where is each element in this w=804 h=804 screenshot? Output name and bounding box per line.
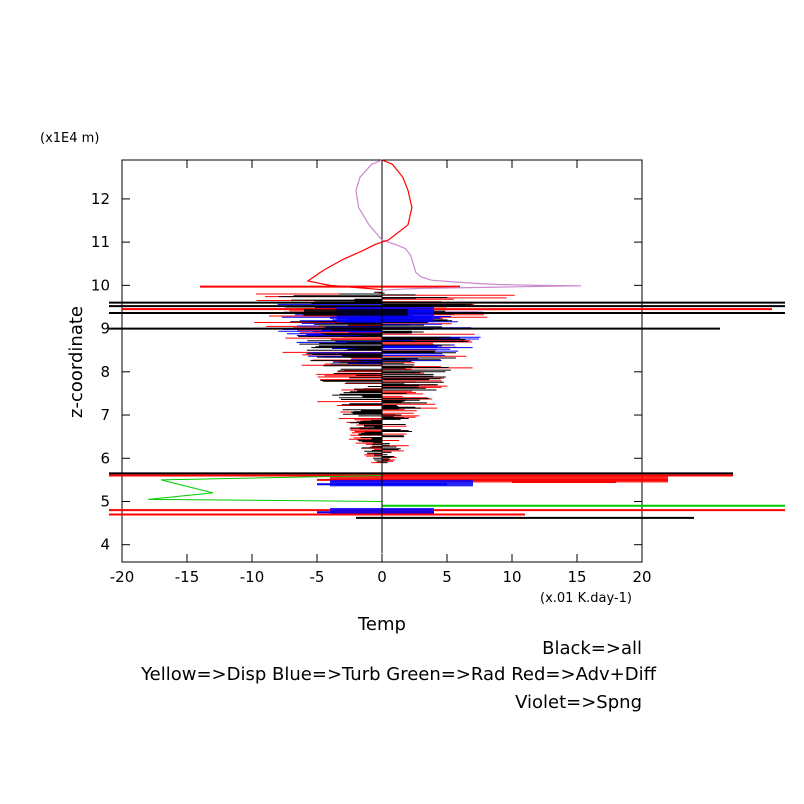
x-tick-label: 15	[567, 568, 586, 586]
x-tick-label: 0	[377, 568, 387, 586]
series-1-line	[306, 159, 413, 291]
y-tick-label: 11	[91, 233, 110, 251]
band-fill	[304, 309, 408, 316]
x-tick-label: 20	[632, 568, 651, 586]
y-axis-label: z-coordinate	[66, 306, 87, 418]
x-tick-label: 5	[442, 568, 452, 586]
y-tick-label: 5	[100, 492, 110, 510]
y-tick-label: 10	[91, 276, 110, 294]
y-tick-label: 8	[100, 363, 110, 381]
x-axis-label: Temp	[357, 614, 406, 635]
x-unit-label: (x.01 K.day-1)	[540, 591, 632, 606]
legend-line-2: Yellow=>Disp Blue=>Turb Green=>Rad Red=>…	[140, 664, 657, 685]
y-unit-label: (x1E4 m)	[40, 131, 99, 146]
y-tick-label: 12	[91, 190, 110, 208]
axis-ticks: -20 -15 -10 -5 0 5 10 15 20 4 5 6 7 8 9 10 11 12	[91, 160, 652, 586]
series-0-line	[355, 159, 581, 292]
y-tick-label: 6	[100, 449, 110, 467]
noise-traces	[109, 160, 785, 554]
x-tick-label: -15	[175, 568, 200, 586]
rad-trace	[147, 475, 383, 502]
legend-line-1: Black=>all	[542, 638, 642, 659]
x-tick-label: 10	[502, 568, 521, 586]
x-tick-label: -20	[110, 568, 135, 586]
y-tick-label: 4	[100, 536, 110, 554]
y-tick-label: 7	[100, 406, 110, 424]
legend-line-3: Violet=>Spng	[515, 692, 642, 713]
band-fill	[330, 474, 668, 483]
profile-curves	[306, 159, 581, 292]
y-tick-label: 9	[100, 320, 110, 338]
band-fill	[330, 479, 473, 487]
x-tick-label: -5	[310, 568, 325, 586]
x-tick-label: -10	[240, 568, 265, 586]
